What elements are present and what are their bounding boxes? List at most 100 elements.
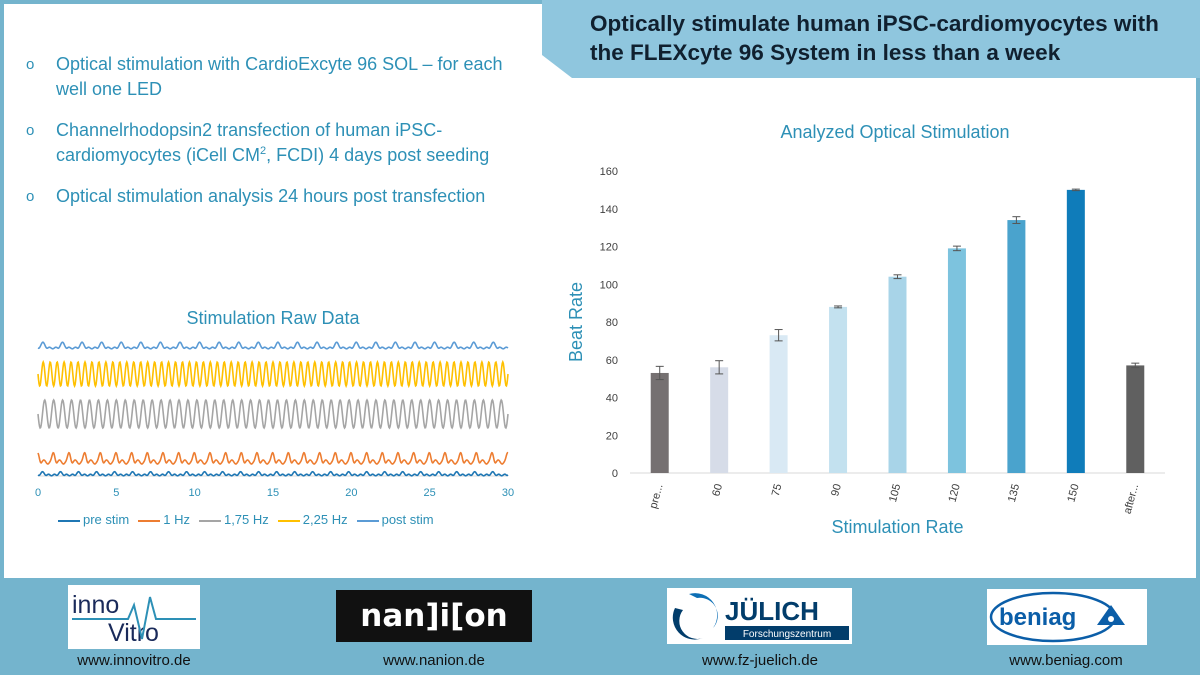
y-tick-label: 120 [600,242,618,254]
bar [769,335,788,473]
logo-text: Vitro [108,619,159,647]
legend-label: 2,25 Hz [302,512,348,527]
content-panel [4,4,1196,578]
x-tick-label: 10 [189,487,201,499]
y-tick-label: 60 [606,355,618,367]
y-tick-label: 40 [606,393,618,405]
series-line [37,398,509,430]
juelich-emblem-icon [689,593,718,628]
bar-chart: 0 20 40 60 80 100 120 140 160 pre... 60 75 90 105 120 1… [566,166,1165,537]
x-tick-label: 150 [1065,483,1081,504]
bar [1007,220,1026,473]
error-bar [1071,188,1080,192]
error-bar [715,360,724,375]
bar [888,276,907,473]
bar [710,367,729,473]
legend-item: 1,75 Hz [198,512,269,527]
x-axis-label: Stimulation Rate [831,517,963,537]
juelich-logo[interactable]: JÜLICH Forschungszentrum [667,588,852,644]
bullet-marker: o [26,56,35,73]
beniag-logo[interactable]: beniag [987,589,1147,645]
juelich-emblem-icon [672,608,703,640]
site-link-juelich[interactable]: www.fz-juelich.de [702,652,818,669]
legend-swatch [58,519,80,522]
legend-swatch [198,519,221,522]
bullet-item: o Channelrhodopsin2 transfection of huma… [24,118,524,167]
innovitro-wave-icon [72,596,196,640]
error-bar [834,305,843,309]
x-tick-label: 0 [35,487,41,499]
logo-text: inno [72,591,119,619]
bullet-marker: o [26,188,35,205]
site-link-nanion[interactable]: www.nanion.de [383,652,485,669]
bullet-superscript: 2 [260,144,267,157]
y-tick-label: 160 [600,166,618,178]
x-tick-label: 75 [770,483,785,498]
logo-text: nan]i[on [360,598,508,634]
legend-swatch [277,519,300,522]
site-link-beniag[interactable]: www.beniag.com [1009,652,1123,669]
bar [1066,189,1085,473]
bullet-item: o Optical stimulation analysis 24 hours … [24,184,524,209]
bullet-item: o Optical stimulation with CardioExcyte … [24,52,524,101]
x-tick-label: pre... [648,483,666,510]
raw-data-chart: 0 5 10 15 20 25 30 [35,341,514,499]
series-line [37,470,509,477]
x-tick-label: 90 [829,483,844,498]
legend-item: post stim [356,512,434,527]
error-bar [774,329,783,342]
series-line [37,359,509,389]
bullet-text: Optical stimulation with CardioExcyte 96… [56,54,503,99]
x-tick-label: 15 [267,487,279,499]
bullet-text: Optical stimulation analysis 24 hours po… [56,186,486,206]
x-tick-label: 5 [113,487,119,499]
x-tick-label: 135 [1006,483,1022,504]
bullet-list: o Optical stimulation with CardioExcyte … [24,52,524,226]
x-tick-label: after... [1122,483,1142,516]
y-axis-label: Beat Rate [566,282,586,362]
footer-logos: inno Vitro nan]i[on JÜLICH Forschungszen… [0,585,1200,675]
error-bar [1012,216,1021,224]
error-bar [1131,362,1140,369]
y-tick-label: 20 [606,430,618,442]
x-tick-label: 25 [424,487,436,499]
y-tick-label: 0 [612,468,618,480]
logo-text: beniag [999,604,1076,631]
beniag-eye-icon [1097,605,1125,625]
juelich-sub-band [725,626,849,640]
y-tick-label: 100 [600,279,618,291]
legend-label: post stim [381,512,434,527]
bar-chart-title: Analyzed Optical Stimulation [780,122,1010,142]
x-tick-label: 30 [502,487,514,499]
nanion-logo[interactable]: nan]i[on [336,590,532,642]
legend-item: 2,25 Hz [277,512,348,527]
page-title: Optically stimulate human iPSC-cardiomyo… [590,11,1159,65]
bar [829,306,848,473]
legend-item: 1 Hz [138,512,190,527]
legend-label: 1 Hz [163,512,190,527]
legend-label: pre stim [83,512,130,527]
x-tick-label: 60 [710,483,725,498]
innovitro-logo[interactable]: inno Vitro [68,585,200,649]
bullet-text: Channelrhodopsin2 transfection of human … [56,120,443,165]
legend-item: pre stim [58,512,129,527]
series-line [37,341,509,350]
logo-text: Forschungszentrum [743,629,831,640]
legend-swatch [356,519,379,522]
y-tick-label: 140 [600,204,618,216]
bar [650,372,669,473]
series-line [37,451,509,465]
error-bar [893,274,902,280]
x-tick-label: 105 [887,483,903,504]
x-tick-label: 120 [946,483,962,504]
beniag-eye-pupil [1108,616,1114,622]
error-bar [952,245,961,252]
bullet-text: , FCDI) 4 days post seeding [266,144,490,165]
raw-chart-title: Stimulation Raw Data [186,308,360,328]
error-bar [655,365,664,381]
raw-chart-legend: pre stim 1 Hz 1,75 Hz 2,25 Hz post stim [58,512,443,527]
site-link-innovitro[interactable]: www.innovitro.de [77,652,191,669]
legend-swatch [138,519,161,522]
bar [947,248,966,473]
bar [1126,365,1145,473]
